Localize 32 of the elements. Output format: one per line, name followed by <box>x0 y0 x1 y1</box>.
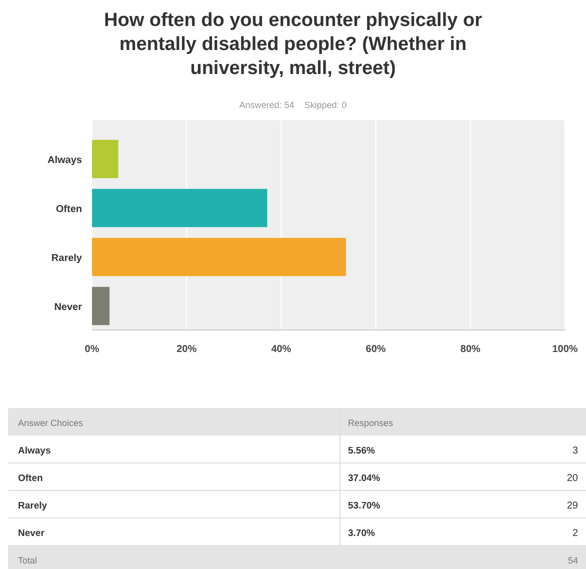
x-tick-label: 60% <box>366 344 386 355</box>
data-label: 5.56% <box>348 446 376 456</box>
data-label: 37.04% <box>348 473 381 484</box>
chart-title: How often do you encounter physically or mentally disabled people? (Whether in university, mall, street) <box>104 10 483 79</box>
x-tick-label: 100% <box>552 344 578 355</box>
text: 54 <box>568 556 578 566</box>
data-label: 2 <box>572 528 578 539</box>
x-tick-label: 20% <box>176 344 197 355</box>
data-label: 53.70% <box>348 500 381 512</box>
bar <box>92 188 268 228</box>
category-label: Never <box>18 528 45 539</box>
data-label: 3 <box>572 446 578 456</box>
y-tick-label: Never <box>54 302 82 313</box>
text: Responses <box>348 418 394 428</box>
y-tick-label: Rarely <box>51 252 82 264</box>
y-tick-label: Often <box>56 204 82 216</box>
data-label: 3.70% <box>348 528 376 539</box>
text: Answer Choices <box>18 418 84 428</box>
text: Total <box>18 556 38 566</box>
category-label: Rarely <box>18 500 48 512</box>
y-tick-label: Always <box>48 155 82 166</box>
category-label: Always <box>18 446 51 456</box>
category-label: Often <box>18 473 43 484</box>
x-tick-label: 0% <box>84 344 100 355</box>
x-tick-label: 80% <box>460 344 481 355</box>
data-label: 29 <box>566 500 578 512</box>
chart-subtitle: Answered: 54 Skipped: 0 <box>239 100 347 110</box>
x-tick-label: 40% <box>271 344 292 355</box>
data-label: 20 <box>566 473 578 484</box>
bar <box>92 286 110 326</box>
bar <box>92 238 346 276</box>
bar <box>92 140 118 178</box>
